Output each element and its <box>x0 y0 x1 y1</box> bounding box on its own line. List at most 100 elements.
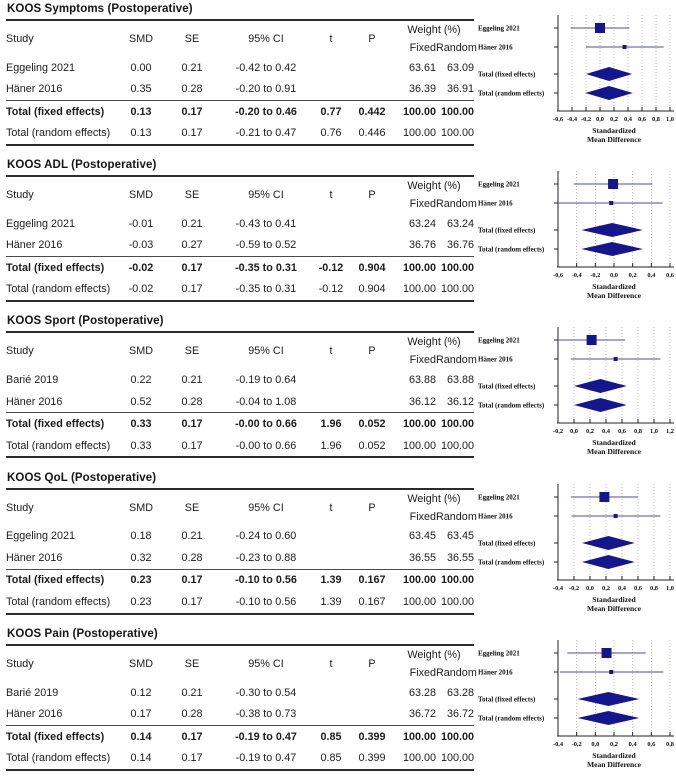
table-row: Häner 2016 0.32 0.28 -0.23 to 0.88 36.55 36.5… <box>6 547 474 569</box>
cell-smd: 0.33 <box>118 412 164 435</box>
cell-t: 0.85 <box>320 752 342 764</box>
cell-t: 0.85 <box>312 724 350 748</box>
meta-table: Study SMD SE 95% CI t P Weight (%) Fixed… <box>6 487 477 615</box>
cell-ci: -0.10 to 0.56 <box>220 568 312 592</box>
cell-p: 0.052 <box>358 439 386 452</box>
cell-study: Eggeling 2021 <box>6 530 76 543</box>
cell-se: 0.21 <box>181 217 203 230</box>
cell-ci: -0.10 to 0.56 <box>235 595 297 608</box>
cell-weight-fixed: 36.76 <box>408 239 436 252</box>
cell-weight-random: 63.88 <box>446 374 475 387</box>
cell-p <box>350 235 394 257</box>
cell-smd: 0.14 <box>130 752 152 764</box>
cell-study: Häner 2016 <box>6 239 63 252</box>
col-header-se: SE <box>184 33 200 45</box>
cell-weight-random: 100.00 <box>436 256 475 279</box>
smd-square-marker <box>601 647 612 658</box>
col-header-smd: SMD <box>129 33 153 45</box>
cell-study: Total (fixed effects) <box>6 412 118 435</box>
cell-smd: 0.13 <box>130 127 152 140</box>
x-tick-label: 0,4 <box>618 585 627 592</box>
x-tick-label: -0,4 <box>553 741 564 748</box>
x-tick-label: 0,8 <box>634 428 642 435</box>
cell-p <box>350 213 394 235</box>
plot-row-label: Häner 2016 <box>478 44 513 52</box>
cell-smd: 0.35 <box>130 83 152 96</box>
koos-section: KOOS Pain (Postoperative) Study SMD SE 9… <box>0 626 676 782</box>
cell-study: Barié 2019 <box>6 374 59 387</box>
table-body: Eggeling 2021 0.18 0.21 -0.24 to 0.60 63.45 6… <box>6 526 475 614</box>
plot-row-label: Häner 2016 <box>478 512 513 520</box>
x-tick-label: -0,2 <box>572 741 582 748</box>
col-header-smd: SMD <box>129 501 153 514</box>
table-row: Häner 2016 -0.03 0.27 -0.59 to 0.52 36.76 36.… <box>6 235 474 257</box>
smd-square-marker <box>613 357 618 362</box>
cell-weight-fixed: 36.12 <box>408 395 436 408</box>
cell-study: Total (random effects) <box>6 283 111 296</box>
cell-ci: -0.23 to 0.88 <box>235 551 297 564</box>
koos-section: KOOS QoL (Postoperative) Study SMD SE 95… <box>0 470 676 626</box>
x-tick-label: 0,0 <box>610 272 618 279</box>
cell-t: 1.96 <box>312 412 350 435</box>
x-tick-label: 0,6 <box>666 272 675 279</box>
forest-plot-svg: -0,4 -0,2 0,0 0,2 0,4 0,6 0,8 1,0 Eggeling 2021 H… <box>478 483 674 613</box>
cell-p <box>350 391 394 413</box>
cell-ci: -0.38 to 0.73 <box>235 708 297 720</box>
col-header-weight: Weight (%) <box>407 336 461 349</box>
cell-smd: 0.33 <box>130 439 152 452</box>
plot-row-label: Total (fixed effects) <box>478 71 536 79</box>
plot-row-label: Eggeling 2021 <box>478 337 520 345</box>
cell-ci: -0.35 to 0.31 <box>235 283 297 296</box>
cell-weight-random: 100.00 <box>436 100 475 123</box>
col-header-weight-random: Random <box>436 354 477 367</box>
cell-se: 0.21 <box>181 686 203 699</box>
col-header-study: Study <box>6 501 34 514</box>
cell-p: 0.167 <box>358 595 386 608</box>
meta-table-block: KOOS Pain (Postoperative) Study SMD SE 9… <box>0 626 477 782</box>
table-body: Eggeling 2021 0.00 0.21 -0.42 to 0.42 63.61 6… <box>6 57 475 146</box>
x-tick-label: -0,4 <box>567 116 578 123</box>
cell-t <box>312 547 350 569</box>
cell-smd: 0.23 <box>118 568 164 592</box>
cell-ci: -0.30 to 0.54 <box>235 686 297 699</box>
plot-row-label: Eggeling 2021 <box>478 181 520 189</box>
cell-se: 0.17 <box>181 283 203 296</box>
table-row: Häner 2016 0.52 0.28 -0.04 to 1.08 36.12 36.1… <box>6 391 474 413</box>
cell-weight-fixed: 63.45 <box>408 530 436 543</box>
cell-weight-random: 36.55 <box>446 551 475 564</box>
table-row: Total (random effects) -0.02 0.17 -0.35 to … <box>6 279 474 302</box>
cell-study: Total (fixed effects) <box>6 256 118 279</box>
cell-se: 0.21 <box>181 374 203 387</box>
meta-table: Study SMD SE 95% CI t P Weight (%) Fixed… <box>6 643 477 771</box>
cell-smd: 0.12 <box>130 686 152 699</box>
cell-weight-random: 63.45 <box>446 530 475 543</box>
cell-weight-fixed: 100.00 <box>402 752 436 764</box>
x-tick-label: 0,4 <box>624 116 633 123</box>
pooled-diamond-marker <box>574 398 627 413</box>
smd-square-marker <box>609 201 614 206</box>
x-axis-label: Standardized <box>592 595 636 604</box>
cell-smd: 0.32 <box>130 551 152 564</box>
cell-weight-fixed: 100.00 <box>394 568 436 592</box>
x-tick-label: 0,0 <box>586 585 594 592</box>
x-tick-label: 1,0 <box>666 116 674 123</box>
cell-p: 0.904 <box>350 256 394 279</box>
cell-weight-fixed: 63.88 <box>408 374 436 387</box>
forest-plot-svg: -0,6 -0,4 -0,2 0,0 0,2 0,4 0,6 0,8 1,0 Eggeling 2… <box>478 15 674 144</box>
cell-p: 0.052 <box>350 412 394 435</box>
cell-ci: -0.24 to 0.60 <box>235 530 297 543</box>
table-row: Total (random effects) 0.13 0.17 -0.21 to 0… <box>6 123 474 146</box>
x-tick-label: 0,2 <box>629 272 637 279</box>
cell-t <box>312 235 350 257</box>
x-tick-label: -0,6 <box>553 272 564 279</box>
cell-weight-random: 63.09 <box>446 61 475 74</box>
x-tick-label: -0,2 <box>581 116 591 123</box>
smd-square-marker <box>613 513 618 518</box>
cell-se: 0.17 <box>164 724 220 748</box>
col-header-weight-random: Random <box>436 42 477 54</box>
col-header-smd: SMD <box>129 189 153 202</box>
cell-smd: 0.00 <box>130 61 152 74</box>
col-header-ci: 95% CI <box>248 501 284 514</box>
cell-weight-random: 100.00 <box>440 439 475 452</box>
plot-row-label: Total (fixed effects) <box>478 383 536 391</box>
